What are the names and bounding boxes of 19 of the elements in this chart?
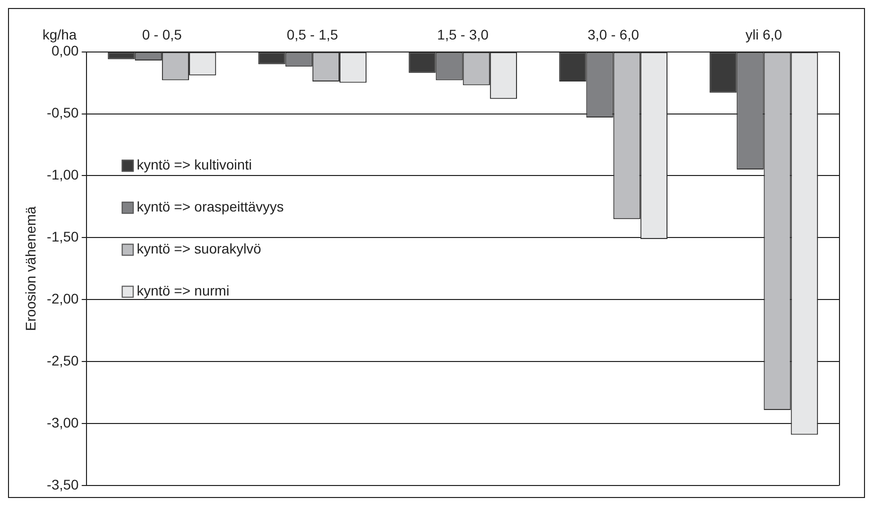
x-tick-label: yli 6,0 <box>745 26 782 42</box>
x-axis-title: kg/ha <box>42 26 77 42</box>
y-tick-label: -0,50 <box>46 104 79 121</box>
y-axis-title: Eroosion vähenemä <box>22 206 38 331</box>
legend-label: kyntö => kultivointi <box>136 156 252 173</box>
y-tick-label: 0,00 <box>51 42 79 59</box>
y-tick-label: -2,00 <box>46 290 79 307</box>
x-tick-label: 3,0 - 6,0 <box>588 26 640 42</box>
x-tick-label: 0 - 0,5 <box>142 26 182 42</box>
y-tick-label: -3,00 <box>46 414 79 430</box>
y-tick-label: -1,00 <box>46 166 79 183</box>
legend-label: kyntö => nurmi <box>136 282 230 299</box>
legend-label: kyntö => oraspeittävyys <box>136 198 284 215</box>
legend-label: kyntö => suorakylvö <box>136 240 262 257</box>
y-tick-label: -3,50 <box>46 476 79 492</box>
x-tick-label: 0,5 - 1,5 <box>286 26 338 42</box>
y-tick-label: -1,50 <box>46 228 79 245</box>
y-tick-label: -2,50 <box>46 352 79 369</box>
x-tick-label: 1,5 - 3,0 <box>437 26 489 42</box>
